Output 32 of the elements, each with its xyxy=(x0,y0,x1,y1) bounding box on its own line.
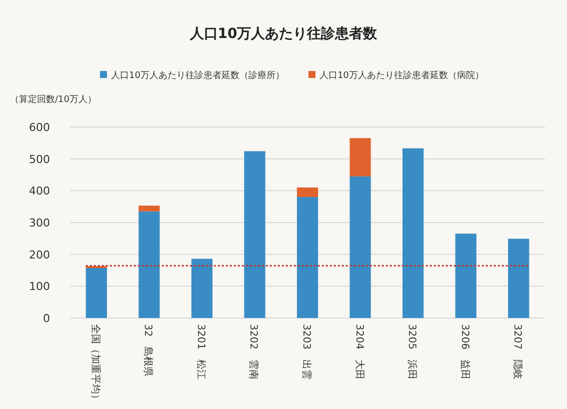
x-tick-label: 3207 隠岐 xyxy=(512,324,524,380)
legend-label: 人口10万人あたり往診患者延数（診療所） xyxy=(111,70,284,81)
bar xyxy=(138,206,160,212)
bar xyxy=(402,148,424,318)
bar xyxy=(296,187,318,198)
legend-label: 人口10万人あたり往診患者延数（病院） xyxy=(319,70,484,81)
x-tick-label: 全国（加重平均） xyxy=(89,324,102,404)
bar xyxy=(244,151,266,318)
bar xyxy=(296,197,318,318)
y-tick-label: 200 xyxy=(29,248,50,262)
y-tick-label: 600 xyxy=(29,121,50,134)
y-axis-title: （算定回数/10万人） xyxy=(10,94,96,105)
x-tick-label: 3203 出雲 xyxy=(300,324,312,380)
bar xyxy=(508,238,530,318)
bar xyxy=(455,234,476,318)
x-tick-label: 32 島根県 xyxy=(142,324,154,377)
y-tick-label: 300 xyxy=(29,216,50,230)
chart-title: 人口10万人あたり往診患者数 xyxy=(188,25,378,42)
x-tick-label: 3205 浜田 xyxy=(406,324,418,380)
bar xyxy=(350,176,371,318)
x-tick-label: 3202 雲南 xyxy=(248,324,260,380)
x-tick-label: 3201 松江 xyxy=(194,324,207,380)
y-tick-label: 500 xyxy=(29,152,50,166)
y-tick-label: 100 xyxy=(29,280,50,294)
bar xyxy=(86,268,107,318)
bar xyxy=(138,211,160,318)
y-tick-label: 400 xyxy=(29,184,50,198)
bar xyxy=(350,138,371,176)
x-tick-label: 3204 大田 xyxy=(353,324,366,380)
bar xyxy=(191,258,212,318)
x-tick-label: 3206 益田 xyxy=(458,324,471,380)
y-tick-label: 0 xyxy=(43,312,50,325)
